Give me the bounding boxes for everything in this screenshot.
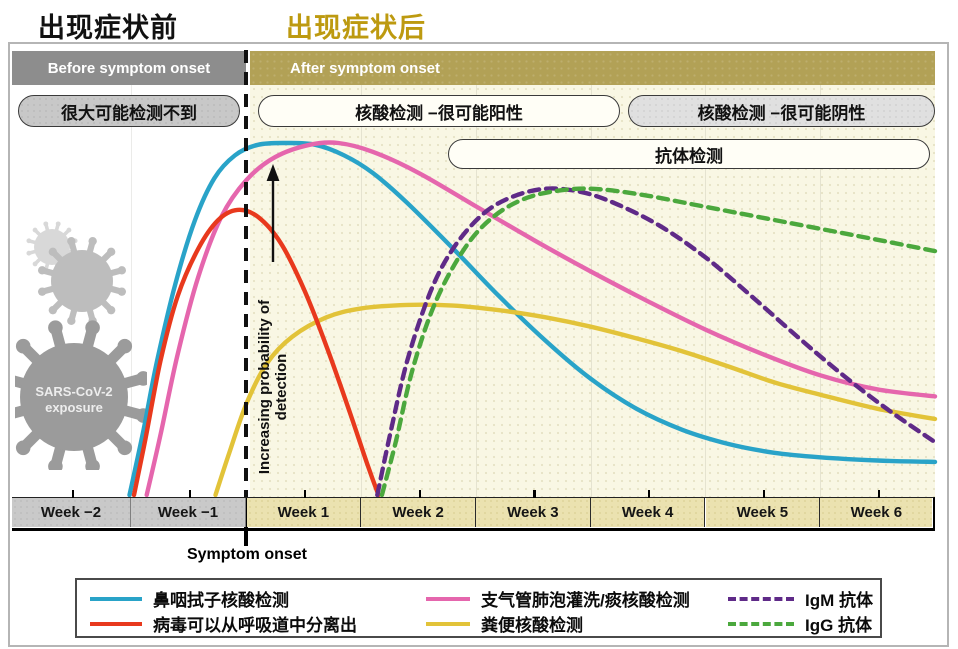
week-gridline <box>476 85 477 497</box>
legend-label: 支气管肺泡灌洗/痰核酸检测 <box>481 591 690 610</box>
legend-swatch-line-icon <box>90 596 142 601</box>
legend-label: 粪便核酸检测 <box>481 616 583 635</box>
header-bar-before-label: Before symptom onset <box>47 59 211 77</box>
figure-panel: Before symptom onset After symptom onset… <box>8 42 949 647</box>
week-gridline <box>591 85 592 497</box>
week-center-tick <box>533 490 536 498</box>
curve-bal-sputum-pcr <box>144 140 938 498</box>
legend-item-bal-sputum: 支气管肺泡灌洗/痰核酸检测 <box>426 586 690 611</box>
legend-item-igg: IgG 抗体 <box>728 611 872 636</box>
legend-label: IgG 抗体 <box>805 616 873 635</box>
page-title-before-symptoms: 出现症状前 <box>38 13 178 43</box>
week-gridline <box>820 85 821 497</box>
week-gridline <box>131 85 132 497</box>
legend-item-igm: IgM 抗体 <box>728 586 873 611</box>
week-center-tick <box>71 490 74 498</box>
week-cell-6: Week 6 <box>820 498 933 527</box>
week-cell-4: Week 4 <box>590 498 706 527</box>
exposure-label-line2: exposure <box>45 400 103 415</box>
callout-pcr-likely-positive-label: 核酸检测 −很可能阳性 <box>355 103 523 123</box>
symptom-onset-tick <box>244 497 249 546</box>
legend-item-stool: 粪便核酸检测 <box>426 611 583 636</box>
curve-nasopharyngeal-pcr <box>127 140 938 498</box>
callout-antibody-detection: 抗体检测 <box>448 139 930 169</box>
page-title-after-symptoms: 出现症状后 <box>286 13 426 43</box>
legend-swatch-line-icon <box>90 621 142 626</box>
y-axis-label: Increasing probability of detection <box>256 299 290 475</box>
virus-icon-medium <box>37 236 127 326</box>
header-bar-after-onset: After symptom onset <box>250 51 935 85</box>
virus-icon-large <box>15 320 147 470</box>
week-center-tick <box>877 490 880 498</box>
week-gridline <box>361 85 362 497</box>
callout-likely-undetectable-label: 很大可能检测不到 <box>61 103 197 123</box>
legend-label: 鼻咽拭子核酸检测 <box>153 591 289 610</box>
week-center-tick <box>648 490 651 498</box>
header-bar-before-onset: Before symptom onset <box>12 51 246 85</box>
symptom-onset-dashed-line <box>243 50 249 497</box>
curve-igm-antibody <box>375 186 938 498</box>
callout-pcr-likely-positive: 核酸检测 −很可能阳性 <box>258 95 620 127</box>
week-cell-1: Week 1 <box>246 498 362 527</box>
x-axis-band: Week −2 Week −1 Week 1 Week 2 Week 3 Wee… <box>12 490 935 531</box>
week-gridline <box>705 85 706 497</box>
week-center-tick <box>418 490 421 498</box>
legend-swatch-line-icon <box>426 621 470 626</box>
week-center-tick <box>303 490 307 498</box>
symptom-onset-label: Symptom onset <box>186 546 307 563</box>
week-cell-5: Week 5 <box>705 498 821 527</box>
curves-svg <box>127 140 938 498</box>
legend-swatch-dashed-line-icon <box>728 621 794 626</box>
exposure-label-line1: SARS-CoV-2 <box>35 384 112 399</box>
legend-item-nasopharyngeal: 鼻咽拭子核酸检测 <box>90 586 289 611</box>
week-center-tick <box>762 490 766 498</box>
legend-label: IgM 抗体 <box>805 591 873 610</box>
callout-pcr-likely-negative: 核酸检测 −很可能阴性 <box>628 95 935 127</box>
legend-label: 病毒可以从呼吸道中分离出 <box>153 616 357 635</box>
week-cell-2: Week 2 <box>361 498 476 527</box>
legend-box: 鼻咽拭子核酸检测 病毒可以从呼吸道中分离出 支气管肺泡灌洗/痰核酸检测 粪便核酸… <box>75 578 882 638</box>
probability-arrow-icon <box>266 164 280 262</box>
week-cell-minus1: Week −1 <box>131 498 246 527</box>
legend-swatch-line-icon <box>426 596 470 601</box>
header-bar-after-label: After symptom onset <box>290 59 441 77</box>
callout-likely-undetectable: 很大可能检测不到 <box>18 95 240 127</box>
legend-swatch-dashed-line-icon <box>728 596 794 601</box>
week-cell-3: Week 3 <box>476 498 591 527</box>
legend-item-viral-isolation: 病毒可以从呼吸道中分离出 <box>90 611 357 636</box>
curve-stool-pcr <box>213 302 938 498</box>
callout-pcr-likely-negative-label: 核酸检测 −很可能阴性 <box>697 103 866 123</box>
callout-antibody-detection-label: 抗体检测 <box>655 146 723 166</box>
curve-igg-antibody <box>379 186 938 498</box>
week-center-tick <box>188 490 191 498</box>
week-cell-minus2: Week −2 <box>12 498 131 527</box>
